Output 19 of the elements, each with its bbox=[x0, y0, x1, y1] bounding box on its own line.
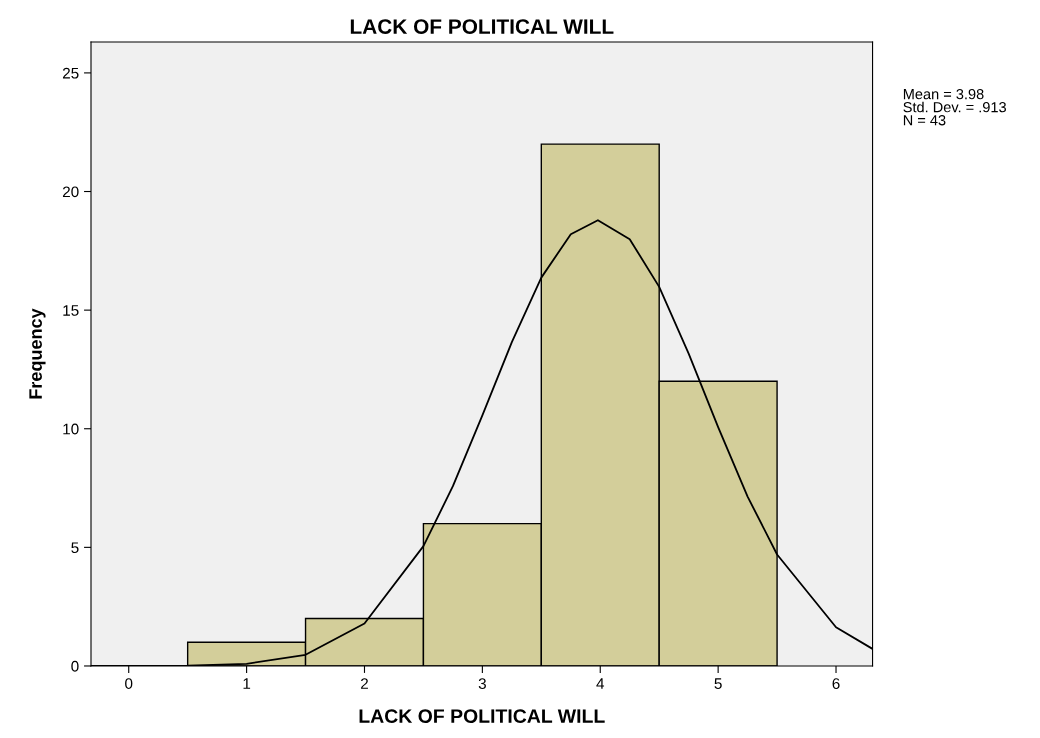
x-tick-label: 6 bbox=[832, 678, 840, 689]
y-tick-label: 15 bbox=[63, 305, 79, 316]
x-tick-label: 3 bbox=[478, 678, 486, 689]
x-axis-title: LACK OF POLITICAL WILL bbox=[359, 709, 605, 723]
y-axis-title: Frequency bbox=[29, 308, 46, 399]
x-tick-label: 2 bbox=[361, 678, 368, 689]
y-tick-label: 10 bbox=[63, 423, 79, 435]
x-tick-label: 5 bbox=[714, 678, 722, 689]
text: N = 43 bbox=[903, 115, 946, 126]
x-tick-label: 0 bbox=[125, 678, 133, 689]
y-tick-label: 20 bbox=[62, 186, 79, 198]
x-tick-label: 1 bbox=[243, 678, 251, 689]
y-tick-label: 0 bbox=[71, 660, 79, 672]
chart-title: LACK OF POLITICAL WILL bbox=[350, 19, 614, 34]
x-tick-label: 4 bbox=[596, 678, 605, 689]
y-tick-label: 25 bbox=[62, 67, 79, 79]
y-tick-label: 5 bbox=[71, 542, 79, 554]
text: Std. Dev. = .913 bbox=[903, 101, 1006, 113]
text: Mean = 3.98 bbox=[903, 88, 984, 100]
